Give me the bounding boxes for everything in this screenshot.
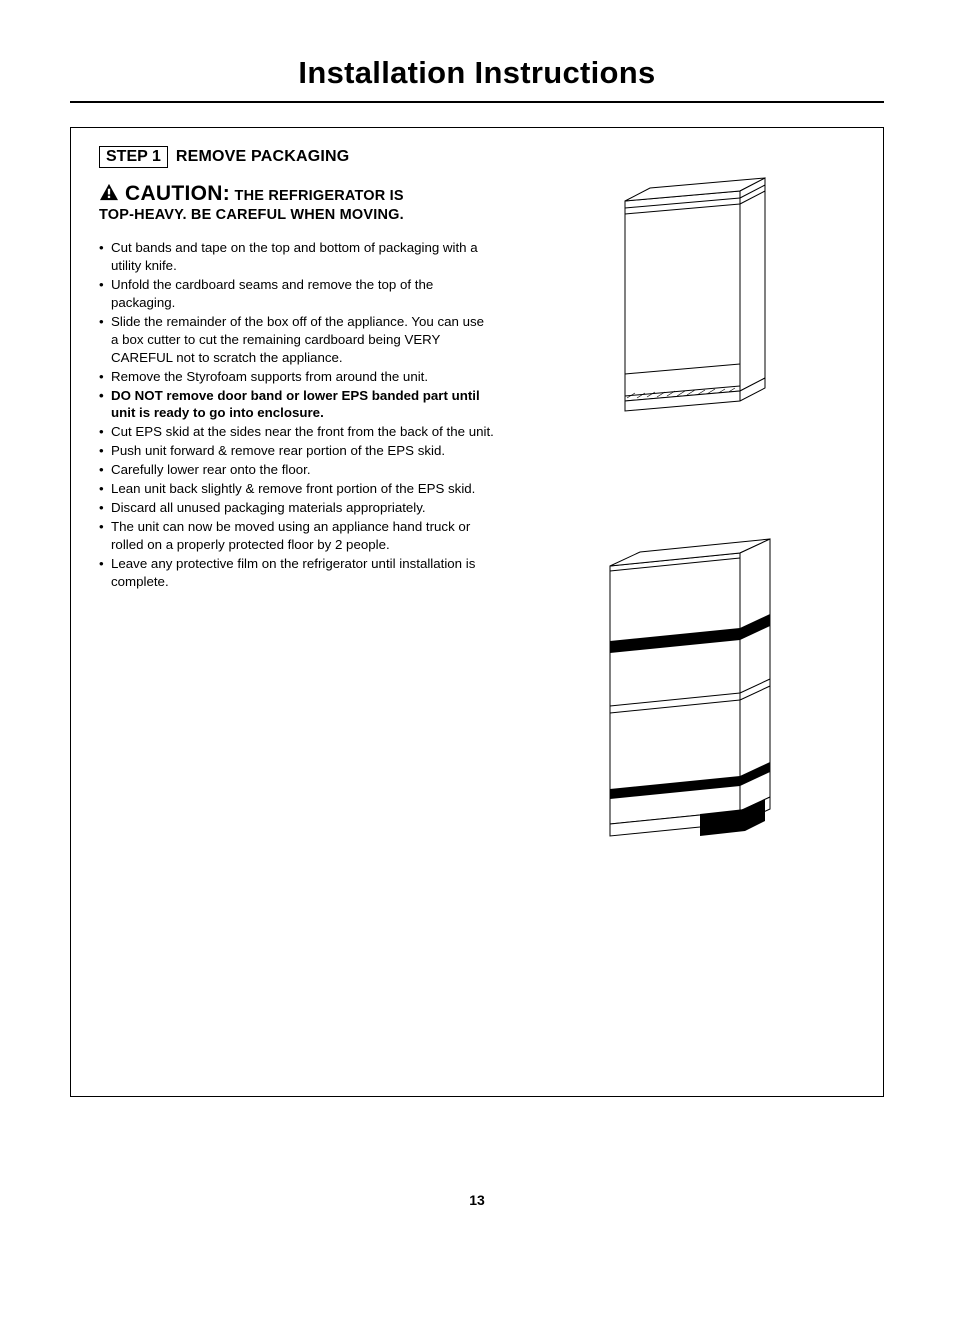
instruction-item: Unfold the cardboard seams and remove th… [99,276,494,312]
page-number: 13 [0,1192,954,1208]
instruction-item: Lean unit back slightly & remove front p… [99,480,494,498]
instruction-item: Remove the Styrofoam supports from aroun… [99,368,494,386]
instruction-item: DO NOT remove door band or lower EPS ban… [99,387,494,423]
fridge-banded-figure [580,531,800,851]
figure-column [524,146,855,851]
instruction-item: Push unit forward & remove rear portion … [99,442,494,460]
caution-row: CAUTION: THE REFRIGERATOR IS [99,182,494,206]
instruction-item: Cut EPS skid at the sides near the front… [99,423,494,441]
caution-label: CAUTION: [125,182,230,205]
caution-line1: CAUTION: THE REFRIGERATOR IS [125,182,404,206]
two-column-layout: STEP 1 REMOVE PACKAGING CAUTION: THE REF… [99,146,855,851]
instruction-item: Carefully lower rear onto the floor. [99,461,494,479]
step-title: REMOVE PACKAGING [176,148,350,166]
caution-text-1: THE REFRIGERATOR IS [235,188,404,204]
content-frame: STEP 1 REMOVE PACKAGING CAUTION: THE REF… [70,127,884,1097]
document-page: Installation Instructions STEP 1 REMOVE … [0,0,954,1137]
instruction-item: The unit can now be moved using an appli… [99,518,494,554]
instruction-item: Cut bands and tape on the top and bottom… [99,239,494,275]
instruction-item: Discard all unused packaging materials a… [99,499,494,517]
caution-block: CAUTION: THE REFRIGERATOR IS TOP-HEAVY. … [99,182,494,223]
step-header: STEP 1 REMOVE PACKAGING [99,146,494,168]
text-column: STEP 1 REMOVE PACKAGING CAUTION: THE REF… [99,146,494,851]
instruction-item: Leave any protective film on the refrige… [99,555,494,591]
warning-icon [99,183,119,201]
instruction-list: Cut bands and tape on the top and bottom… [99,239,494,591]
step-badge: STEP 1 [99,146,168,168]
page-title: Installation Instructions [70,55,884,103]
fridge-line-figure [595,166,785,421]
instruction-item: Slide the remainder of the box off of th… [99,313,494,367]
caution-text-2: TOP-HEAVY. BE CAREFUL WHEN MOVING. [99,207,494,223]
